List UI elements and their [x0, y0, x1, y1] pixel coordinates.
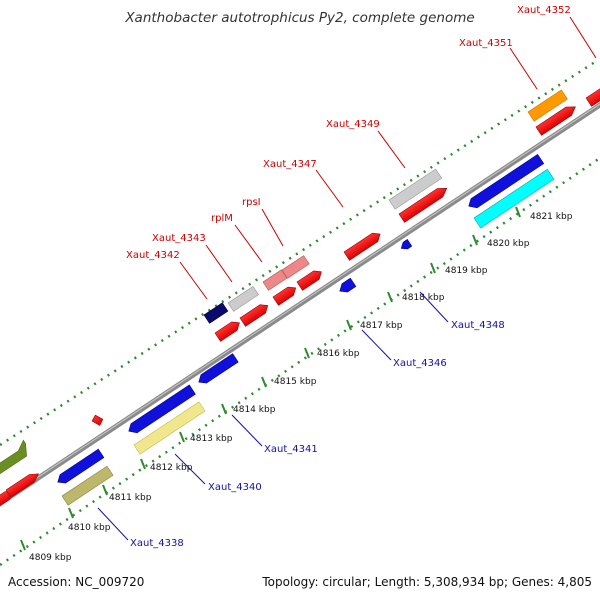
gene-label[interactable]: rpsI: [242, 197, 261, 208]
tick-label: 4817 kbp: [360, 321, 403, 331]
label-xaut-4340[interactable]: Xaut_4340: [174, 453, 262, 493]
gene-cyan[interactable]: [473, 168, 555, 229]
gene-xaut-4343[interactable]: [227, 285, 259, 312]
gene-label[interactable]: Xaut_4348: [451, 320, 505, 331]
kbp-tick: 4819 kbp: [430, 262, 488, 276]
genome-stats-text: Topology: circular; Length: 5,308,934 bp…: [261, 575, 592, 589]
gene-xaut-4341b[interactable]: [196, 353, 239, 387]
tick-label: 4811 kbp: [109, 493, 152, 503]
tick-label: 4815 kbp: [274, 377, 317, 387]
gene-rplm[interactable]: [262, 269, 288, 291]
tick-label: 4820 kbp: [487, 239, 530, 249]
upper-tick-track: [0, 60, 596, 447]
genome-backbone: [0, 101, 600, 507]
kbp-tick: 4815 kbp: [261, 376, 317, 388]
tick-label: 4812 kbp: [150, 463, 193, 473]
kbp-tick: 4820 kbp: [472, 234, 530, 249]
gene-xaut-4338[interactable]: [55, 448, 105, 486]
kbp-tick: 4817 kbp: [346, 319, 403, 331]
label-rplm[interactable]: rplM: [211, 213, 263, 263]
backbone-highlight: [0, 103, 600, 503]
tick-label: 4818 kbp: [402, 293, 445, 303]
reverse-labels: Xaut_4338 Xaut_4340 Xaut_4341 Xaut_4346 …: [97, 291, 505, 549]
gene-red-arrow[interactable]: [535, 103, 578, 136]
gene-xaut-4349[interactable]: [388, 168, 443, 210]
gene-xaut-4348[interactable]: [399, 239, 413, 251]
label-xaut-4343[interactable]: Xaut_4343: [152, 233, 233, 283]
gene-rpsi[interactable]: [281, 255, 310, 279]
gene-label[interactable]: Xaut_4342: [126, 250, 180, 261]
gene-label[interactable]: Xaut_4343: [152, 233, 206, 244]
gene-red-arrow[interactable]: [214, 319, 242, 342]
tick-label: 4816 kbp: [317, 349, 360, 359]
accession-text: Accession: NC_009720: [8, 575, 144, 589]
gene-label[interactable]: Xaut_4346: [393, 358, 447, 369]
gene-xaut-4336[interactable]: [0, 439, 32, 476]
label-xaut-4341[interactable]: Xaut_4341: [231, 414, 318, 455]
tick-label: 4813 kbp: [190, 434, 233, 444]
tick-label: 4814 kbp: [233, 405, 276, 415]
gene-red-arrow[interactable]: [272, 284, 299, 306]
gene-small-red[interactable]: [90, 413, 104, 428]
gene-xaut-4341[interactable]: [133, 401, 206, 455]
gene-red-arrow[interactable]: [296, 268, 324, 291]
tick-label: 4809 kbp: [29, 553, 72, 563]
label-xaut-4348[interactable]: Xaut_4348: [419, 291, 505, 331]
label-xaut-4346[interactable]: Xaut_4346: [361, 329, 447, 369]
gene-xaut-4352[interactable]: [585, 84, 600, 107]
label-xaut-4347[interactable]: Xaut_4347: [263, 159, 344, 208]
kbp-tick: 4810 kbp: [68, 507, 111, 533]
forward-strand-features: [0, 84, 600, 508]
label-xaut-4338[interactable]: Xaut_4338: [97, 507, 184, 549]
gene-red-arrow[interactable]: [239, 301, 271, 327]
kbp-tick: 4809 kbp: [20, 539, 72, 563]
gene-red-arrow[interactable]: [398, 184, 450, 223]
gene-xaut-4342[interactable]: [203, 302, 229, 324]
map-title: Xanthobacter autotrophicus Py2, complete…: [124, 10, 474, 26]
kbp-tick: 4821 kbp: [515, 206, 573, 222]
gene-label[interactable]: Xaut_4340: [208, 482, 262, 493]
tick-label: 4819 kbp: [445, 266, 488, 276]
forward-labels: Xaut_4342 Xaut_4343 rplM rpsI Xaut_4347 …: [126, 5, 597, 300]
kbp-tick: 4811 kbp: [102, 484, 152, 503]
kbp-ruler: 4809 kbp 4810 kbp 4811 kbp 4812 kbp 4813…: [20, 206, 573, 563]
label-xaut-4342[interactable]: Xaut_4342: [126, 250, 208, 300]
kbp-tick: 4812 kbp: [140, 458, 193, 473]
gene-label[interactable]: Xaut_4338: [130, 538, 184, 549]
gene-blue-large[interactable]: [466, 153, 545, 211]
gene-label[interactable]: Xaut_4341: [264, 444, 318, 455]
kbp-tick: 4814 kbp: [221, 403, 276, 415]
gene-label[interactable]: rplM: [211, 213, 233, 224]
gene-label[interactable]: Xaut_4352: [517, 5, 571, 16]
gene-xaut-4337b[interactable]: [5, 470, 41, 498]
gene-label[interactable]: Xaut_4349: [326, 119, 380, 130]
gene-label[interactable]: Xaut_4347: [263, 159, 317, 170]
gene-label[interactable]: Xaut_4351: [459, 38, 513, 49]
kbp-tick: 4816 kbp: [304, 347, 360, 359]
kbp-tick: 4818 kbp: [387, 291, 445, 303]
label-xaut-4352[interactable]: Xaut_4352: [517, 5, 597, 59]
tick-label: 4821 kbp: [530, 212, 573, 222]
label-xaut-4349[interactable]: Xaut_4349: [326, 119, 406, 169]
gene-xaut-4340[interactable]: [126, 384, 196, 436]
reverse-strand-features: [55, 153, 555, 506]
label-xaut-4351[interactable]: Xaut_4351: [459, 38, 538, 90]
lower-tick-track: [0, 156, 600, 567]
label-rpsi[interactable]: rpsI: [242, 197, 284, 247]
gene-xaut-4346[interactable]: [337, 277, 357, 295]
gene-xaut-4339[interactable]: [61, 465, 114, 506]
gene-xaut-4347[interactable]: [343, 230, 383, 261]
kbp-tick: 4813 kbp: [179, 431, 233, 444]
gene-xaut-4351[interactable]: [527, 89, 568, 122]
tick-label: 4810 kbp: [68, 523, 111, 533]
